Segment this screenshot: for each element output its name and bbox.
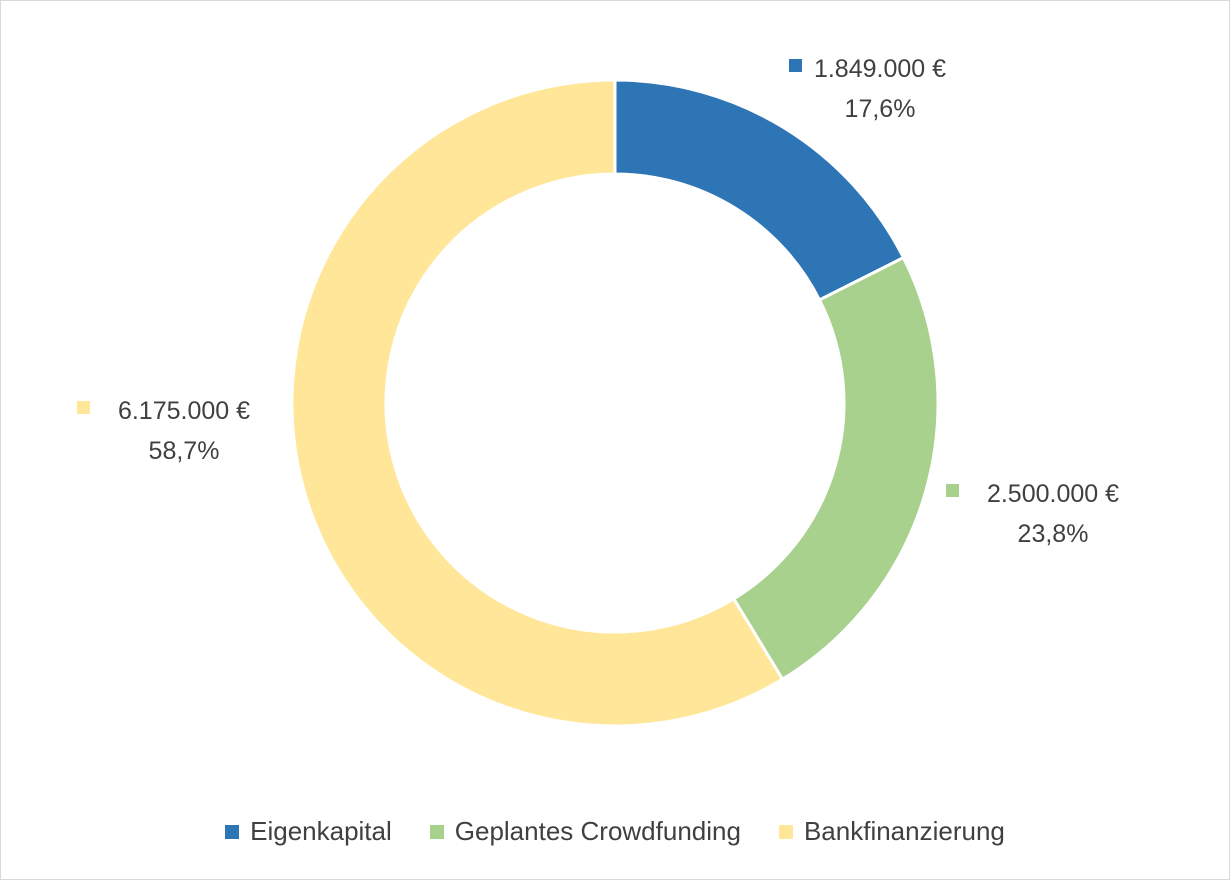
legend-swatch-3 — [778, 824, 793, 839]
legend-label-3: Bankfinanzierung — [803, 816, 1005, 846]
data-label-swatch-2 — [946, 484, 959, 497]
data-label-swatch-1 — [789, 59, 802, 72]
data-label-percent-1: 17,6% — [845, 95, 916, 123]
data-label-swatch-3 — [77, 401, 90, 414]
legend-swatch-1 — [225, 824, 240, 839]
legend-label-2: Geplantes Crowdfunding — [454, 816, 741, 846]
data-label-value-1: 1.849.000 € — [814, 55, 946, 83]
legend-item-3: Bankfinanzierung — [778, 816, 1005, 847]
chart-legend: Eigenkapital Geplantes Crowdfunding Bankfi… — [0, 816, 1230, 847]
donut-slice-3 — [290, 78, 785, 728]
data-label-percent-3: 58,7% — [149, 437, 220, 465]
data-label-value-3: 6.175.000 € — [118, 397, 250, 425]
donut-slice-2 — [731, 255, 940, 682]
data-label-value-2: 2.500.000 € — [987, 480, 1119, 508]
legend-item-2: Geplantes Crowdfunding — [429, 816, 741, 847]
legend-item-1: Eigenkapital — [225, 816, 392, 847]
legend-swatch-2 — [429, 824, 444, 839]
legend-label-1: Eigenkapital — [250, 816, 392, 846]
data-label-percent-2: 23,8% — [1018, 520, 1089, 548]
